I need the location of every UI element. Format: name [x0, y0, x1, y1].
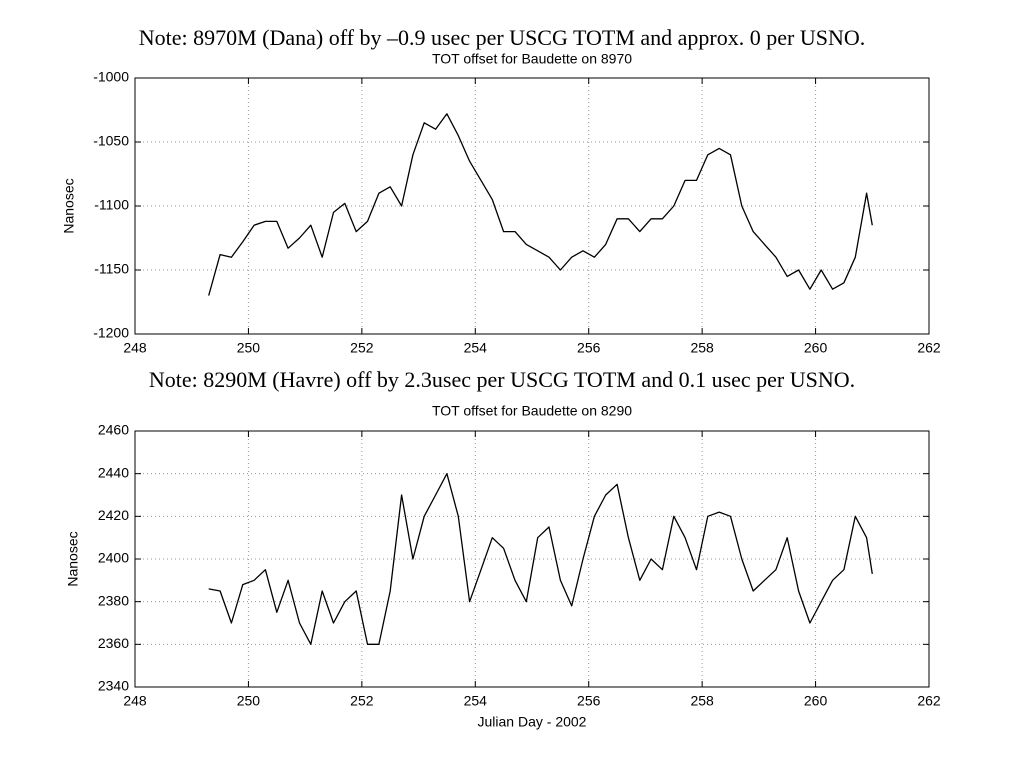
y-tick-label: -1050: [93, 133, 129, 149]
y-tick-label: 2340: [98, 678, 129, 694]
chart-title: TOT offset for Baudette on 8970: [432, 51, 632, 67]
axes-frame: [134, 430, 930, 688]
y-tick-label: -1150: [94, 261, 129, 277]
y-tick-label: 2420: [98, 507, 129, 523]
x-tick-label: 262: [917, 340, 941, 356]
x-tick-label: 254: [464, 340, 488, 356]
note: Note: 8290M (Havre) off by 2.3usec per U…: [149, 367, 855, 392]
x-tick-label: 252: [350, 693, 374, 709]
y-tick-label: -1200: [93, 325, 129, 341]
x-tick-label: 260: [804, 340, 828, 356]
chart-title: TOT offset for Baudette on 8290: [432, 403, 632, 419]
y-tick-label: -1000: [93, 69, 129, 85]
axes-frame: [134, 77, 930, 335]
y-axis-label: Nanosec: [61, 178, 77, 233]
x-tick-label: 248: [123, 693, 147, 709]
x-tick-label: 256: [577, 340, 601, 356]
x-tick-label: 252: [350, 340, 374, 356]
y-tick-label: 2380: [98, 592, 129, 608]
data-line: [208, 473, 873, 645]
x-axis-label: Julian Day - 2002: [478, 714, 587, 730]
x-tick-label: 256: [577, 693, 601, 709]
y-tick-label: 2400: [98, 550, 129, 566]
x-tick-label: 250: [237, 693, 261, 709]
x-tick-label: 258: [690, 340, 714, 356]
x-tick-label: 248: [123, 340, 147, 356]
y-tick-label: 2360: [98, 635, 129, 651]
x-tick-label: 258: [690, 693, 714, 709]
x-tick-label: 262: [917, 693, 941, 709]
y-axis-label: Nanosec: [65, 531, 81, 586]
note: Note: 8970M (Dana) off by –0.9 usec per …: [139, 25, 866, 50]
x-tick-label: 254: [464, 693, 488, 709]
data-line: [208, 113, 873, 296]
x-tick-label: 250: [237, 340, 261, 356]
y-tick-label: 2460: [98, 422, 129, 438]
x-tick-label: 260: [804, 693, 828, 709]
y-tick-label: 2440: [98, 464, 129, 480]
y-tick-label: -1100: [94, 197, 129, 213]
